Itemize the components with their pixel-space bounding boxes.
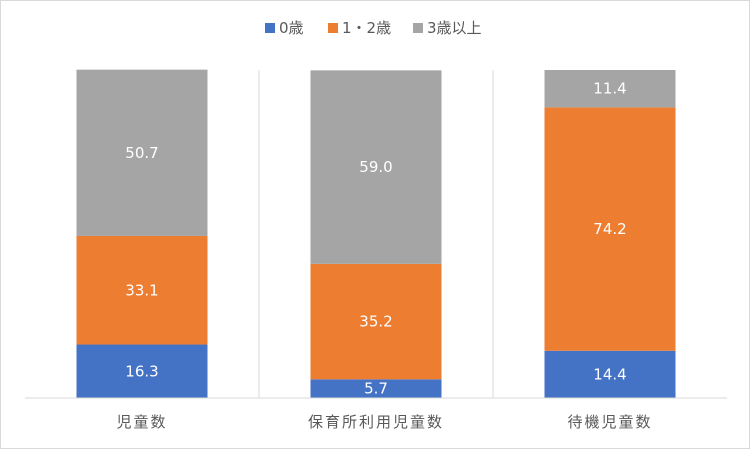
bar-segment: [76, 69, 208, 236]
data-label: 11.4: [593, 80, 626, 98]
x-tick-label: 児童数: [116, 413, 167, 431]
bar-segment: [544, 70, 676, 108]
data-labels: 16.3 33.1 50.7 5.7 35.2 59.0 14.4 74.2 11.4: [125, 80, 626, 398]
bar-segment: [310, 263, 442, 380]
x-axis: 児童数 保育所利用児童数 待機児童数: [25, 397, 727, 431]
bar-segment: [310, 70, 442, 264]
data-label: 50.7: [125, 144, 158, 162]
legend-swatch: [328, 23, 338, 33]
data-label: 35.2: [359, 313, 392, 331]
data-label: 59.0: [359, 158, 392, 176]
legend-swatch: [265, 23, 275, 33]
category-separators: [258, 70, 494, 398]
data-label: 5.7: [364, 380, 388, 398]
x-tick-label: 保育所利用児童数: [308, 413, 444, 431]
x-tick-label: 待機児童数: [567, 413, 652, 431]
bar-segment: [544, 350, 676, 398]
legend-label: 1・2歳: [342, 19, 391, 37]
bars: [76, 69, 676, 398]
data-label: 33.1: [125, 281, 158, 299]
bar-segment: [310, 379, 442, 398]
legend-item: 3歳以上: [413, 19, 482, 37]
data-label: 16.3: [125, 362, 158, 380]
legend-label: 0歳: [279, 19, 304, 37]
legend: 0歳 1・2歳 3歳以上: [265, 19, 482, 37]
bar-segment: [544, 107, 676, 351]
legend-item: 0歳: [265, 19, 304, 37]
data-label: 74.2: [593, 220, 626, 238]
legend-swatch: [413, 23, 423, 33]
bar-segment: [76, 235, 208, 345]
bar-segment: [76, 344, 208, 398]
legend-label: 3歳以上: [427, 19, 482, 37]
legend-item: 1・2歳: [328, 19, 391, 37]
data-label: 14.4: [593, 365, 626, 383]
